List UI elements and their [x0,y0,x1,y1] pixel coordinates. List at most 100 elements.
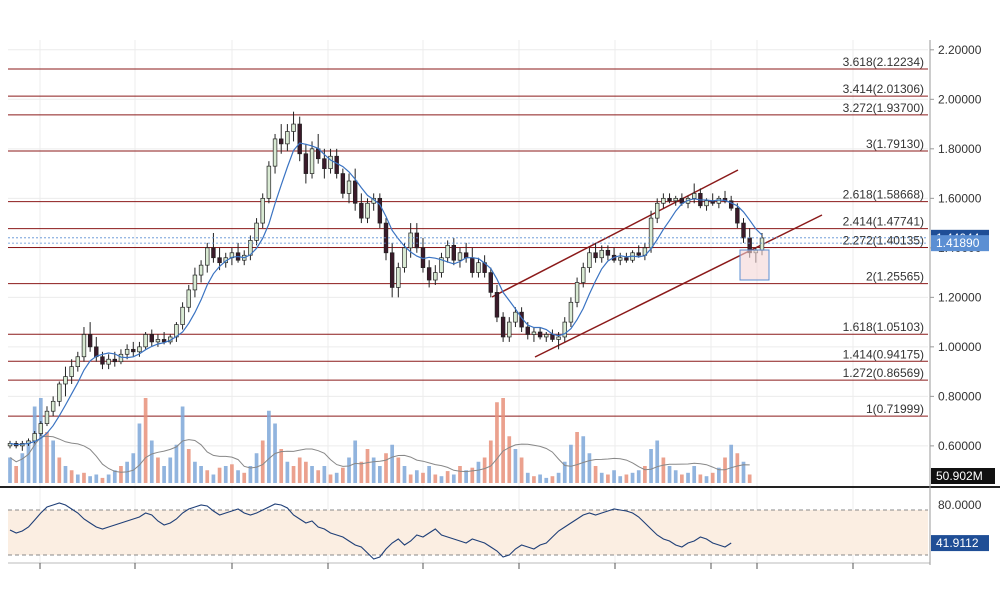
candle-body [402,247,407,268]
volume-bar [630,472,635,483]
candle-body [217,257,222,264]
rsi-band [8,510,928,555]
candle-body [587,252,592,268]
candle-body [463,252,469,259]
volume-bar [717,467,721,483]
rsi-panel: 80.0000 41.9112 [8,498,989,560]
volume-bar [704,476,709,483]
rsi-tag-label: 41.9112 [936,536,979,550]
candle-body [192,274,198,291]
candle-body [655,202,660,219]
price-tick-label: 1.60000 [938,191,982,205]
volume-bar [729,444,734,483]
price-tag-label: 1.41890 [936,236,980,250]
candle-body [303,153,309,174]
volume-bar [57,457,62,483]
candle-body [297,123,302,155]
volume-bar [100,477,105,483]
candle-body [137,346,142,353]
candle-body [531,331,537,335]
candles [7,111,765,451]
volume-bar [63,466,68,483]
candle-body [75,356,81,368]
rsi-tag-box [931,535,989,552]
volume-bar [680,474,684,483]
volume-bar [211,474,216,483]
volume-bar [88,476,92,483]
volume-bar [310,466,314,483]
volume-bar [149,440,154,483]
volume-bar [655,440,660,483]
volume-bar [507,436,512,483]
volume-bar [199,466,203,483]
volume-bar [698,474,703,483]
volume-bar [94,474,99,483]
fib-level-label: 2(1.25565) [866,270,924,284]
volume-bar [649,449,653,483]
volume-bar [458,466,462,483]
candle-body [618,257,623,261]
fib-level-label: 1(0.71999) [866,402,924,416]
candle-body [161,339,167,343]
volume-bar [451,474,456,483]
volume-bar [427,466,431,483]
volume-bar [285,461,290,483]
candle-body [544,334,549,338]
volume-bar [162,466,166,483]
volume-bar [661,457,666,483]
candle-body [112,358,117,363]
price-tick-label: 0.60000 [938,439,982,453]
volume-bar [365,449,370,483]
candle-body [124,348,130,355]
candle-body [279,138,284,145]
volume-bar [137,423,142,483]
volume-bar [747,474,752,483]
candle-body [149,334,154,343]
volume-bar [550,476,555,483]
volume-bar [112,470,117,483]
fib-level-label: 2.618(1.58668) [843,188,924,202]
volume-average-line [9,435,750,473]
volume-bar [476,461,481,483]
candle-body [494,292,500,318]
candle-body [457,252,463,261]
price-tick-label: 1.00000 [938,340,982,354]
candle-body [322,158,327,169]
candle-body [254,222,259,241]
candle-body [285,131,290,145]
volume-bar [575,432,579,483]
volume-bar [470,467,475,483]
candle-body [624,257,629,261]
volume-bar [316,470,321,483]
volume-bar [359,461,364,483]
volume-bar [328,474,333,483]
candle-body [470,257,475,273]
volume-bar [248,466,253,483]
volume-bar [156,457,160,483]
volume-bar [525,472,530,483]
volume-bar [8,457,12,483]
candle-body [389,252,395,288]
fib-level-label: 2.272(1.40135) [843,234,924,248]
candle-body [365,202,370,219]
volume-bar [186,449,191,483]
candle-body [186,289,191,308]
candle-body [414,232,420,249]
fib-level-label: 1.414(0.94175) [843,347,924,361]
candle-body [426,267,432,281]
fib-level-label: 3.414(2.01306) [843,82,924,96]
price-tick-label: 0.80000 [938,389,982,403]
volume-bar [624,474,629,483]
candle-body [741,222,746,239]
volume-bar [439,476,444,483]
volume-bar [692,466,697,483]
volume-bar [587,453,592,483]
volume-bars [8,398,752,483]
volume-bar [636,470,641,483]
candle-body [605,249,611,256]
volume-bar [599,472,604,483]
candle-body [260,197,265,224]
volume-bar [612,470,616,483]
candle-body [500,316,506,338]
